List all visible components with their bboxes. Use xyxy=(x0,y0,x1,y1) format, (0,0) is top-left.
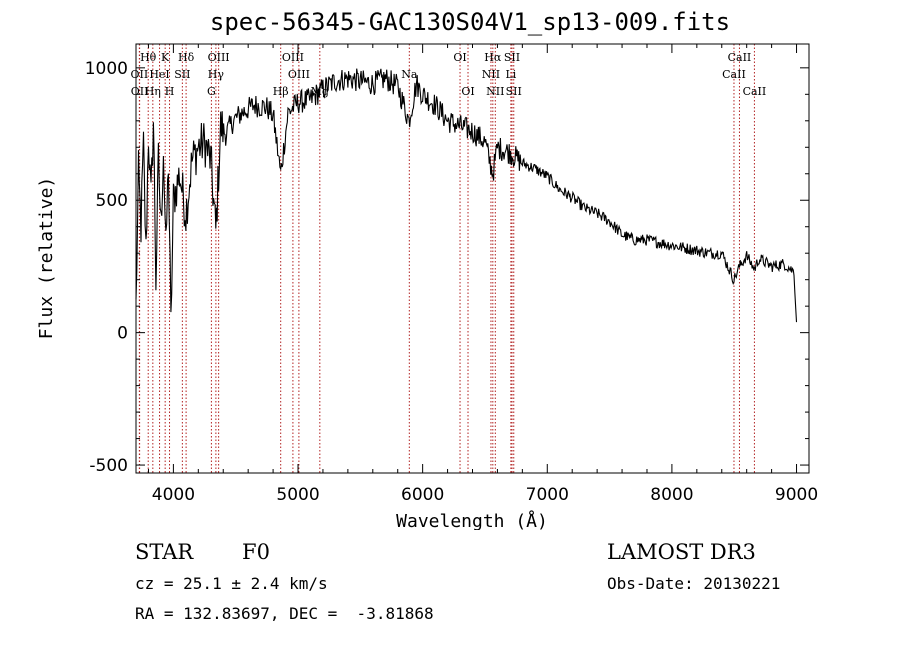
line-label: CaII xyxy=(743,85,767,98)
line-label: SII xyxy=(174,68,190,81)
line-label: CaII xyxy=(722,68,746,81)
line-label: NII xyxy=(486,85,504,98)
line-label: G xyxy=(207,85,216,98)
line-label: OIII xyxy=(288,68,310,81)
line-label: CaII xyxy=(728,51,752,64)
x-tick-label: 9000 xyxy=(775,485,818,505)
x-tick-label: 7000 xyxy=(526,485,569,505)
y-tick-label: 0 xyxy=(117,324,128,344)
line-label: OII xyxy=(131,68,149,81)
line-label: Na xyxy=(401,68,418,81)
line-label: NII xyxy=(482,68,500,81)
x-tick-label: 8000 xyxy=(650,485,693,505)
x-axis-ticks: 4000 5000 6000 7000 8000 9000 xyxy=(147,44,818,505)
spectral-line-markers xyxy=(138,44,755,473)
line-label: Hγ xyxy=(208,68,225,81)
chart-title: spec-56345-GAC130S04V1_sp13-009.fits xyxy=(210,8,730,36)
line-label: OIII xyxy=(208,51,230,64)
line-label: OI xyxy=(453,51,466,64)
flux-series xyxy=(135,68,798,323)
object-class: STAR xyxy=(135,540,194,564)
object-subclass: F0 xyxy=(242,540,270,564)
redshift-text: cz = 25.1 ± 2.4 km/s xyxy=(135,574,328,593)
line-label: K xyxy=(161,51,170,64)
x-tick-label: 6000 xyxy=(401,485,444,505)
line-label: OII xyxy=(131,85,149,98)
obs-date: Obs-Date: 20130221 xyxy=(607,574,781,593)
y-tick-label: 500 xyxy=(96,191,128,211)
coordinates: RA = 132.83697, DEC = -3.81868 xyxy=(135,604,434,623)
line-label: Hδ xyxy=(178,51,195,64)
line-label: OI xyxy=(461,85,474,98)
plot-frame xyxy=(135,43,810,474)
y-axis-label: Flux (relative) xyxy=(36,177,57,340)
line-label: Li xyxy=(505,68,516,81)
y-axis-ticks: -500 0 500 1000 xyxy=(85,59,809,476)
line-label: Hη xyxy=(145,85,161,98)
x-tick-label: 5000 xyxy=(276,485,319,505)
x-axis-label: Wavelength (Å) xyxy=(396,510,548,530)
line-label: Hθ xyxy=(140,51,157,64)
y-tick-label: -500 xyxy=(89,456,128,476)
line-label: SII xyxy=(504,51,520,64)
x-tick-label: 4000 xyxy=(152,485,195,505)
line-label: H xyxy=(165,85,175,98)
line-label: OIII xyxy=(282,51,304,64)
line-label: Hβ xyxy=(273,85,289,98)
line-label: Hα xyxy=(484,51,502,64)
spectrum-chart: spec-56345-GAC130S04V1_sp13-009.fits Hθ O… xyxy=(36,8,818,530)
survey-name: LAMOST DR3 xyxy=(607,540,756,564)
y-tick-label: 1000 xyxy=(85,59,128,79)
flux-line xyxy=(135,68,798,323)
line-label: SII xyxy=(506,85,522,98)
line-label: HeI xyxy=(149,68,169,81)
